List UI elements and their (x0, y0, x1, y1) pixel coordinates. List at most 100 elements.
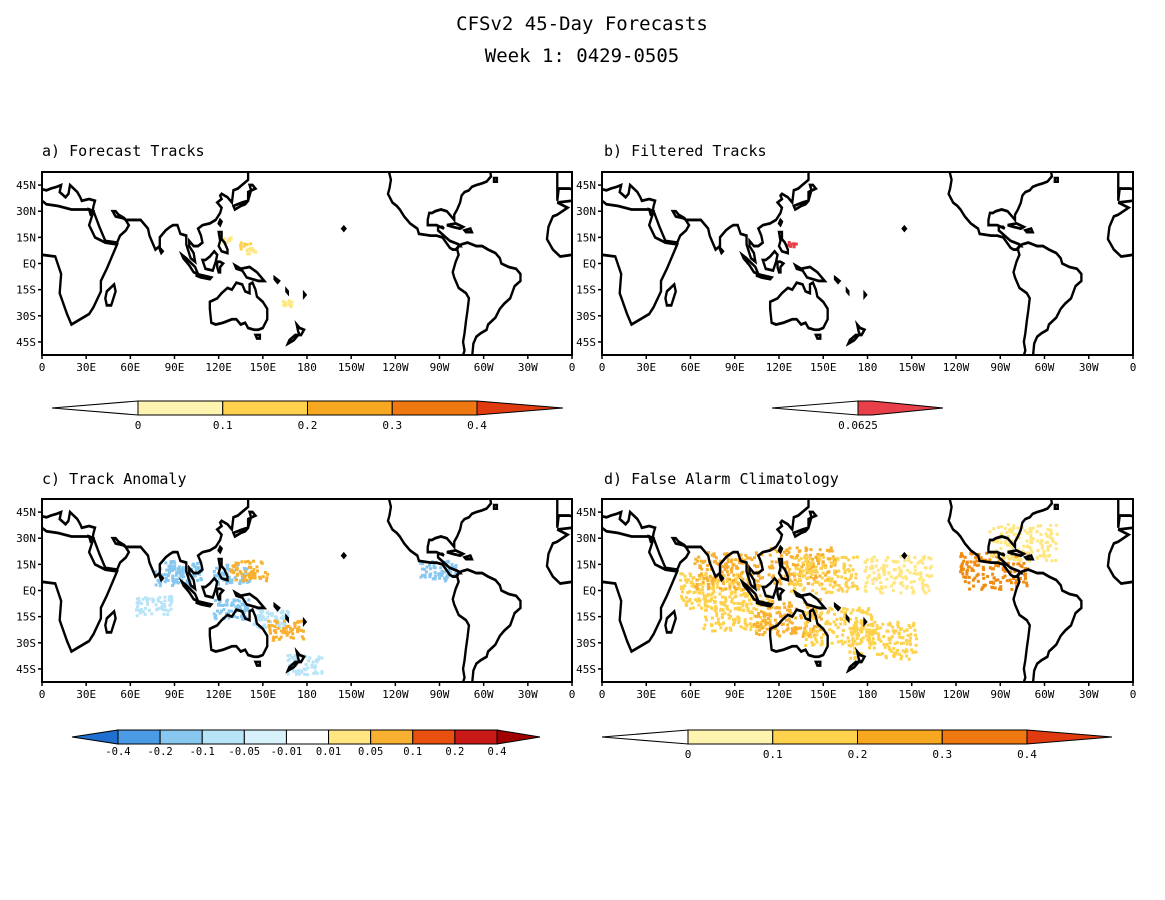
track-density-patch (790, 554, 860, 595)
x-tick-label: 30W (1079, 361, 1099, 374)
x-tick-label: 150E (810, 361, 837, 374)
colorbar-segment (687, 729, 774, 745)
colorbar-label: 0.1 (213, 419, 233, 432)
x-tick-label: 60E (120, 688, 140, 701)
colorbar-segment (772, 729, 858, 745)
y-tick-label: EQ (583, 585, 596, 598)
colorbar-segment (771, 400, 859, 416)
colorbar-label: -0.4 (105, 746, 130, 758)
y-tick-label: 15N (576, 231, 596, 244)
x-tick-label: 150E (250, 688, 277, 701)
x-tick-label: 120W (943, 361, 970, 374)
colorbar-segment (391, 400, 478, 416)
x-tick-label: 120W (382, 688, 409, 701)
colorbar: 0 0.1 0.2 0.3 0.4 (601, 729, 1113, 761)
colorbar-segment (285, 729, 330, 745)
x-tick-label: 30W (518, 361, 538, 374)
y-tick-label: 45N (576, 179, 596, 192)
x-tick-label: 60E (120, 361, 140, 374)
track-density-patch (282, 299, 294, 308)
x-tick-label: 30E (76, 688, 96, 701)
track-density-patch (245, 246, 258, 256)
colorbar-segment (1026, 729, 1113, 745)
x-tick-label: 0 (1130, 361, 1137, 374)
y-tick-label: 30S (576, 310, 596, 323)
y-tick-label: EQ (583, 258, 596, 271)
figure-subtitle: Week 1: 0429-0505 (485, 45, 679, 67)
x-tick-label: 90W (430, 688, 450, 701)
colorbar-label: -0.05 (229, 746, 261, 758)
colorbar-segment (51, 400, 139, 416)
x-tick-label: 60E (681, 688, 701, 701)
x-tick-label: 180 (297, 688, 317, 701)
x-tick-label: 0 (569, 688, 576, 701)
colorbar-label: 0.4 (1017, 748, 1037, 761)
colorbar-label: 0.4 (467, 419, 487, 432)
y-tick-label: EQ (23, 258, 36, 271)
colorbar: 0 0.1 0.2 0.3 0.4 (51, 400, 564, 432)
x-tick-label: 150W (338, 688, 365, 701)
x-tick-label: 30W (1079, 688, 1099, 701)
panel-label: a) Forecast Tracks (42, 142, 205, 160)
y-tick-label: 30S (576, 637, 596, 650)
track-density-patch (230, 559, 270, 583)
x-tick-label: 0 (39, 361, 46, 374)
y-tick-label: 30N (16, 532, 36, 545)
y-tick-label: 45N (576, 506, 596, 519)
x-tick-label: 0 (39, 688, 46, 701)
colorbar-segment (857, 729, 943, 745)
colorbar-label: 0.2 (298, 419, 318, 432)
track-density-patch (267, 619, 306, 642)
figure-title: CFSv2 45-Day Forecasts (456, 13, 708, 35)
y-tick-label: 45N (16, 506, 36, 519)
x-tick-label: 90W (990, 361, 1010, 374)
colorbar-segment (137, 400, 224, 416)
map-area (42, 499, 572, 682)
colorbar: 0.0625 (771, 400, 944, 432)
y-tick-label: 45S (16, 336, 36, 349)
panel-label: d) False Alarm Climatology (604, 470, 839, 488)
x-tick-label: 180 (297, 361, 317, 374)
x-tick-label: 60W (1035, 361, 1055, 374)
x-tick-label: 0 (599, 688, 606, 701)
x-tick-label: 120W (943, 688, 970, 701)
colorbar-label: 0.3 (382, 419, 402, 432)
colorbar-label: 0.3 (932, 748, 952, 761)
y-tick-label: 15N (16, 231, 36, 244)
map-area (42, 172, 572, 355)
colorbar-segment (941, 729, 1028, 745)
x-tick-label: 180 (858, 361, 878, 374)
y-tick-label: 15S (576, 611, 596, 624)
x-tick-label: 60E (681, 361, 701, 374)
x-tick-label: 0 (569, 361, 576, 374)
colorbar-segment (71, 729, 119, 745)
colorbar-label: 0 (685, 748, 692, 761)
x-tick-label: 90W (990, 688, 1010, 701)
x-tick-label: 120W (382, 361, 409, 374)
x-tick-label: 120E (766, 688, 793, 701)
y-tick-label: 30S (16, 310, 36, 323)
x-tick-label: 0 (1130, 688, 1137, 701)
x-tick-label: 60W (1035, 688, 1055, 701)
colorbar-label: -0.01 (271, 746, 303, 758)
colorbar-segment (159, 729, 203, 745)
panel-label: c) Track Anomaly (42, 470, 187, 488)
colorbar-segment (454, 729, 498, 745)
y-tick-label: 45S (576, 336, 596, 349)
y-tick-label: 15S (16, 611, 36, 624)
panel-d: d) False Alarm Climatology 45N 30N 15N EQ 15S… (576, 470, 1137, 761)
x-tick-label: 120E (205, 688, 232, 701)
x-tick-label: 90E (165, 361, 185, 374)
y-tick-label: 15N (576, 558, 596, 571)
colorbar-segment (117, 729, 161, 745)
y-tick-label: 45S (576, 663, 596, 676)
x-tick-label: 30E (636, 688, 656, 701)
colorbar-segment (601, 729, 689, 745)
colorbar-segment (476, 400, 564, 416)
x-tick-label: 30E (636, 361, 656, 374)
x-tick-label: 90E (725, 688, 745, 701)
